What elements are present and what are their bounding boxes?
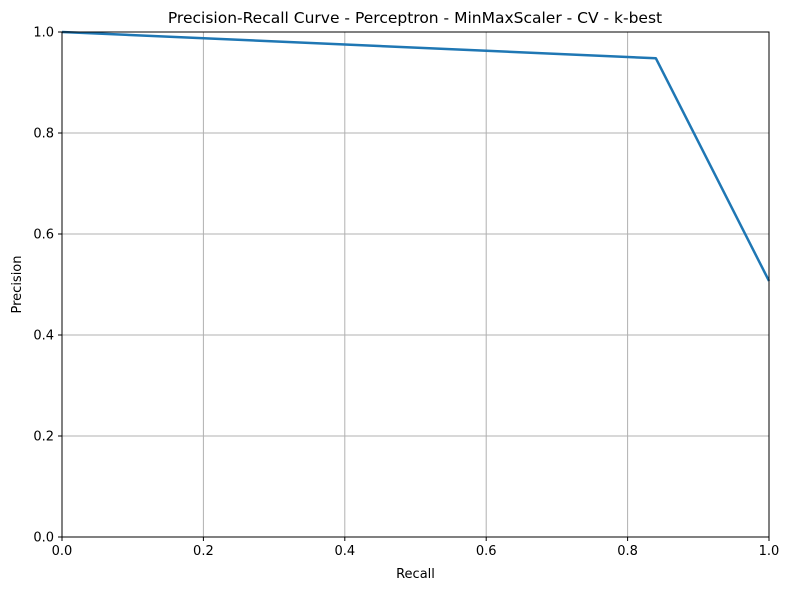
y-tick-label: 0.2 xyxy=(33,430,54,445)
y-axis-label: Precision xyxy=(10,255,25,313)
axis-ticks: 0.0 0.2 0.4 0.6 0.8 1.0 0.0 0.2 0.4 0.6 0.8 1.0 xyxy=(33,26,779,560)
y-tick-label: 0.6 xyxy=(33,228,54,243)
y-tick-label: 0.0 xyxy=(33,531,54,546)
x-tick-label: 0.6 xyxy=(476,544,497,559)
chart-title: Precision-Recall Curve - Perceptron - Mi… xyxy=(168,9,662,27)
x-tick-label: 0.8 xyxy=(617,544,638,559)
x-tick-label: 0.2 xyxy=(193,544,214,559)
x-tick-label: 1.0 xyxy=(759,544,780,559)
y-tick-label: 1.0 xyxy=(33,26,54,41)
x-tick-label: 0.0 xyxy=(52,544,73,559)
x-axis-label: Recall xyxy=(396,567,435,582)
series-layer xyxy=(61,30,771,282)
y-tick-label: 0.8 xyxy=(33,127,54,142)
grid-lines xyxy=(61,31,770,538)
x-tick-label: 0.4 xyxy=(334,544,355,559)
y-tick-label: 0.4 xyxy=(33,329,54,344)
plot-area-frame xyxy=(61,31,770,538)
precision-recall-line xyxy=(61,30,771,282)
